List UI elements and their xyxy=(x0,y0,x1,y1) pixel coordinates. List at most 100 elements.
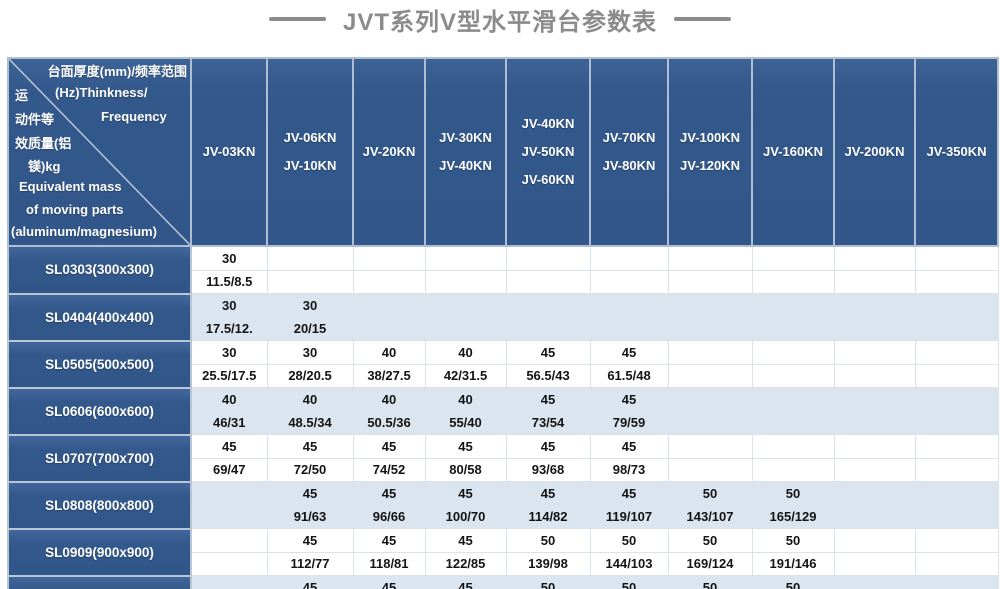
column-header: JV-06KN JV-10KN xyxy=(266,57,354,247)
cell-thickness-frequency xyxy=(833,293,916,318)
cell-thickness-frequency xyxy=(751,245,835,271)
cell-equivalent-mass xyxy=(589,316,669,341)
cell-equivalent-mass xyxy=(352,316,426,341)
cell-thickness-frequency xyxy=(914,245,999,271)
table-row-thickness: SL0909(900x900) 45 45 45 50 50 50 50 xyxy=(7,527,999,577)
cell-thickness-frequency: 30 xyxy=(190,340,268,365)
table-row-mass: 11.5/8.5 xyxy=(8,269,999,294)
cell-equivalent-mass xyxy=(667,410,753,435)
cell-thickness-frequency: 30 xyxy=(266,293,354,318)
corner-line: Equivalent mass xyxy=(19,179,122,194)
cell-thickness-frequency: 45 xyxy=(505,434,591,459)
cell-equivalent-mass: 93/68 xyxy=(505,457,591,482)
cell-thickness-frequency: 45 xyxy=(266,528,354,553)
cell-thickness-frequency xyxy=(667,387,753,412)
cell-equivalent-mass xyxy=(505,269,591,294)
column-header-line: JV-50KN xyxy=(521,144,575,159)
cell-thickness-frequency xyxy=(833,528,916,553)
cell-equivalent-mass xyxy=(833,269,916,294)
cell-thickness-frequency: 45 xyxy=(352,481,426,506)
cell-equivalent-mass xyxy=(589,269,669,294)
cell-equivalent-mass: 69/47 xyxy=(190,457,268,482)
cell-thickness-frequency: 45 xyxy=(589,434,669,459)
corner-line: 镁)kg xyxy=(28,159,61,174)
cell-thickness-frequency: 40 xyxy=(190,387,268,412)
cell-equivalent-mass xyxy=(667,363,753,388)
cell-thickness-frequency xyxy=(914,481,999,506)
cell-equivalent-mass: 20/15 xyxy=(266,316,354,341)
cell-equivalent-mass xyxy=(751,457,835,482)
cell-thickness-frequency xyxy=(505,245,591,271)
header-row: 台面厚度(mm)/频率范围 (Hz)Thinkness/ Frequency 运… xyxy=(7,57,999,247)
row-header: SL0404(400x400) xyxy=(7,292,192,342)
column-header: JV-03KN xyxy=(190,57,268,247)
cell-equivalent-mass xyxy=(667,269,753,294)
cell-thickness-frequency: 45 xyxy=(589,481,669,506)
cell-thickness-frequency: 45 xyxy=(352,434,426,459)
cell-thickness-frequency xyxy=(424,245,507,271)
cell-thickness-frequency: 45 xyxy=(424,528,507,553)
column-header: JV-40KN JV-50KN JV-60KN xyxy=(505,57,591,247)
cell-thickness-frequency: 45 xyxy=(424,575,507,589)
cell-equivalent-mass: 165/129 xyxy=(751,504,835,529)
cell-equivalent-mass: 38/27.5 xyxy=(352,363,426,388)
column-header-line: JV-120KN xyxy=(680,158,740,173)
cell-thickness-frequency xyxy=(833,575,916,589)
cell-thickness-frequency: 50 xyxy=(751,481,835,506)
table-row-mass: 112/77 118/81 122/85 139/98 144/103 169/124 19… xyxy=(8,551,999,576)
cell-equivalent-mass xyxy=(424,269,507,294)
corner-line: 台面厚度(mm)/频率范围 xyxy=(47,64,187,79)
cell-equivalent-mass: 191/146 xyxy=(751,551,835,576)
cell-equivalent-mass xyxy=(751,316,835,341)
cell-thickness-frequency: 40 xyxy=(352,340,426,365)
cell-thickness-frequency xyxy=(667,245,753,271)
cell-equivalent-mass: 61.5/48 xyxy=(589,363,669,388)
cell-thickness-frequency xyxy=(833,387,916,412)
title-dash-left-icon xyxy=(268,17,326,21)
column-header-line: JV-350KN xyxy=(926,144,987,159)
cell-equivalent-mass xyxy=(914,363,999,388)
row-header: SL1010(1000x1000) xyxy=(7,574,192,589)
row-header: SL0606(600x600) xyxy=(7,386,192,436)
cell-equivalent-mass: 28/20.5 xyxy=(266,363,354,388)
column-header-line: JV-100KN xyxy=(680,130,740,145)
cell-equivalent-mass: 143/107 xyxy=(667,504,753,529)
row-header: SL0303(300x300) xyxy=(7,245,192,295)
table-row-thickness: SL0808(800x800) 45 45 45 45 45 50 50 xyxy=(7,480,999,530)
cell-equivalent-mass: 79/59 xyxy=(589,410,669,435)
cell-thickness-frequency xyxy=(833,434,916,459)
table-row-mass: 46/31 48.5/34 50.5/36 55/40 73/54 79/59 xyxy=(8,410,999,435)
cell-equivalent-mass xyxy=(505,316,591,341)
cell-thickness-frequency: 50 xyxy=(751,575,835,589)
cell-equivalent-mass: 96/66 xyxy=(352,504,426,529)
column-header-line: JV-03KN xyxy=(202,144,256,159)
cell-thickness-frequency xyxy=(352,293,426,318)
cell-equivalent-mass xyxy=(914,316,999,341)
cell-thickness-frequency xyxy=(352,245,426,271)
cell-thickness-frequency: 45 xyxy=(352,528,426,553)
cell-thickness-frequency: 50 xyxy=(751,528,835,553)
column-header-line: JV-160KN xyxy=(763,144,823,159)
cell-thickness-frequency: 50 xyxy=(505,575,591,589)
cell-thickness-frequency: 45 xyxy=(505,481,591,506)
cell-equivalent-mass: 100/70 xyxy=(424,504,507,529)
page-title: JVT系列V型水平滑台参数表 xyxy=(0,0,1000,38)
cell-thickness-frequency xyxy=(914,293,999,318)
cell-thickness-frequency xyxy=(751,340,835,365)
cell-equivalent-mass xyxy=(833,410,916,435)
cell-equivalent-mass: 169/124 xyxy=(667,551,753,576)
corner-line: Frequency xyxy=(101,109,167,124)
cell-thickness-frequency: 45 xyxy=(352,575,426,589)
cell-equivalent-mass: 48.5/34 xyxy=(266,410,354,435)
cell-equivalent-mass xyxy=(667,316,753,341)
cell-thickness-frequency xyxy=(190,481,268,506)
cell-equivalent-mass xyxy=(833,363,916,388)
cell-equivalent-mass xyxy=(190,504,268,529)
column-header-line: JV-80KN xyxy=(602,158,656,173)
table-row-mass: 69/47 72/50 74/52 80/58 93/68 98/73 xyxy=(8,457,999,482)
corner-line: (Hz)Thinkness/ xyxy=(55,85,148,100)
cell-equivalent-mass xyxy=(833,457,916,482)
cell-thickness-frequency: 50 xyxy=(589,575,669,589)
cell-equivalent-mass: 139/98 xyxy=(505,551,591,576)
column-header-line: JV-20KN xyxy=(362,144,416,159)
